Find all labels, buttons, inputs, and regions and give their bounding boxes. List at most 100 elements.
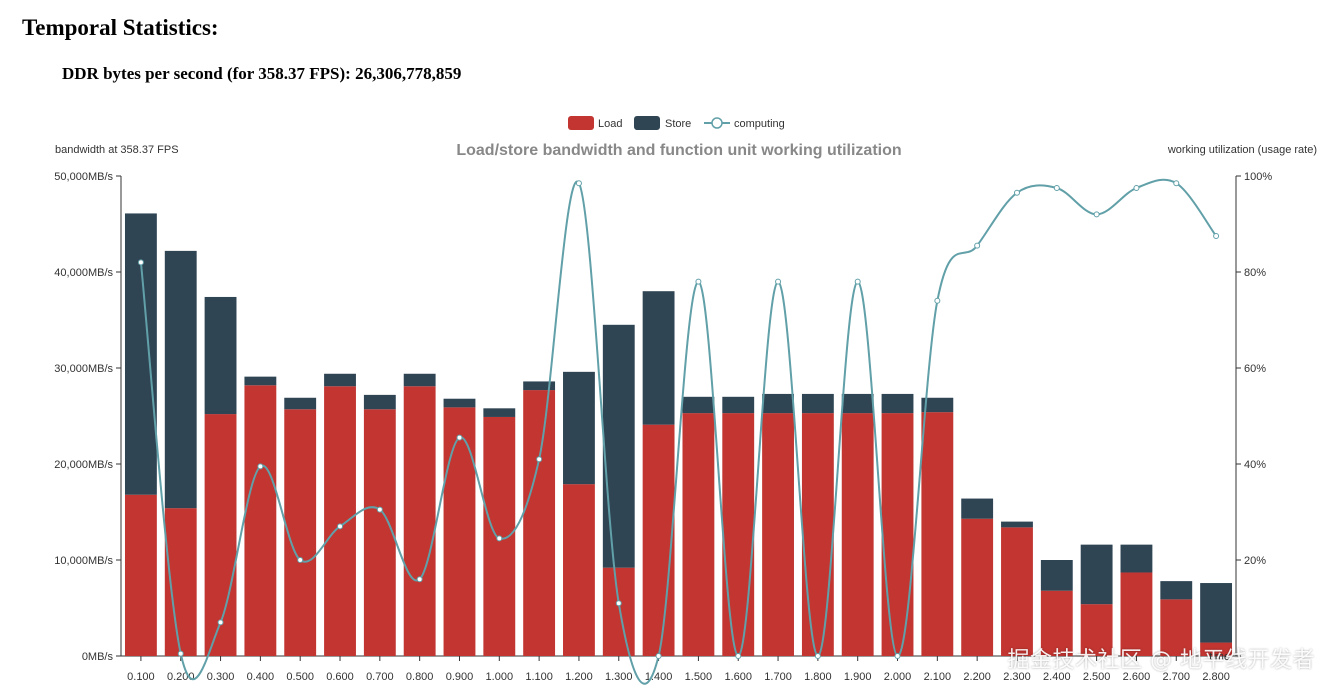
load-bar (961, 518, 994, 656)
load-bar (682, 413, 715, 656)
x-axis-tick-label: 1.000 (486, 671, 514, 683)
legend-load-swatch[interactable] (568, 116, 594, 130)
computing-point (177, 650, 184, 657)
computing-point (1013, 189, 1020, 196)
store-bar (563, 371, 595, 485)
left-axis-tick-label: 40,000MB/s (54, 267, 113, 279)
x-axis-tick-label: 2.500 (1083, 671, 1111, 683)
right-axis-tick-label: 20% (1244, 555, 1266, 567)
computing-point (655, 653, 662, 659)
x-axis-tick-label: 2.600 (1123, 671, 1151, 683)
load-bar (443, 407, 476, 656)
load-bar (1040, 590, 1073, 656)
load-bar (1080, 604, 1113, 656)
computing-point (575, 180, 582, 187)
left-axis-tick-label: 10,000MB/s (54, 555, 113, 567)
store-bar (324, 373, 356, 387)
store-bar (1120, 544, 1153, 573)
load-bar (403, 386, 436, 656)
computing-point (1173, 180, 1180, 187)
left-axis-tick-label: 30,000MB/s (54, 363, 113, 375)
store-bar (921, 397, 954, 413)
store-bar (443, 398, 476, 408)
x-axis-tick-label: 2.100 (924, 671, 952, 683)
load-bar (204, 414, 237, 656)
legend-store-swatch[interactable] (634, 116, 660, 130)
load-bar (124, 494, 157, 656)
left-axis-tick-label: 0MB/s (82, 651, 114, 663)
load-bar (1200, 642, 1233, 656)
x-axis-title: time (1209, 651, 1230, 663)
x-axis-tick-label: 0.500 (286, 671, 314, 683)
computing-point (695, 278, 702, 285)
right-axis-tick-label: 40% (1244, 459, 1266, 471)
store-bar (403, 373, 436, 387)
x-axis-tick-label: 1.600 (724, 671, 752, 683)
watermark-text: 掘金技术社区 @ 地平线开发者 (1007, 648, 1315, 673)
computing-point (1093, 211, 1100, 218)
load-bar (642, 424, 675, 656)
legend-load-label[interactable]: Load (598, 118, 622, 130)
x-axis-tick-label: 0.700 (366, 671, 394, 683)
load-bar (881, 413, 914, 656)
store-bar (284, 397, 317, 410)
store-bar (1040, 560, 1073, 591)
x-axis-tick-label: 1.800 (804, 671, 832, 683)
left-axis-title: bandwidth at 358.37 FPS (55, 144, 179, 156)
legend-computing-label[interactable]: computing (734, 118, 785, 130)
computing-point (257, 463, 264, 470)
computing-point (615, 600, 622, 607)
load-bar (841, 413, 874, 656)
load-bar (1160, 599, 1193, 656)
legend-store-label[interactable]: Store (665, 118, 691, 130)
computing-point (1213, 233, 1220, 239)
store-bar (961, 498, 994, 519)
x-axis-tick-label: 1.100 (525, 671, 553, 683)
chart-title: Load/store bandwidth and function unit w… (456, 142, 901, 159)
store-bar (762, 393, 794, 414)
x-axis-tick-label: 1.400 (645, 671, 673, 683)
load-bar (602, 567, 635, 656)
x-axis-tick-label: 2.300 (1003, 671, 1031, 683)
store-bar (841, 393, 874, 414)
load-bar (921, 412, 954, 656)
computing-point (217, 619, 224, 626)
load-bar (722, 413, 755, 656)
computing-point (974, 242, 981, 249)
ddr-bytes-summary: DDR bytes per second (for 358.37 FPS): 2… (62, 64, 462, 83)
x-axis-tick-label: 2.700 (1163, 671, 1191, 683)
computing-point (1133, 185, 1140, 191)
computing-point (536, 456, 543, 463)
load-bar (244, 385, 277, 656)
store-bar (1001, 521, 1033, 528)
x-axis-tick-label: 0.900 (446, 671, 474, 683)
store-bar (523, 381, 556, 391)
x-axis-tick-label: 2.800 (1202, 671, 1230, 683)
computing-point (137, 259, 144, 266)
computing-point (814, 653, 821, 659)
store-bar (801, 393, 834, 414)
store-bar (124, 213, 157, 495)
x-axis-tick-label: 0.300 (207, 671, 235, 683)
store-bar (204, 296, 237, 415)
store-bar (642, 291, 675, 425)
x-axis-tick-label: 1.700 (764, 671, 792, 683)
computing-point (376, 506, 383, 513)
load-bar (563, 484, 595, 656)
store-bar (1080, 544, 1113, 605)
x-axis-tick-label: 2.400 (1043, 671, 1071, 683)
computing-point (456, 434, 463, 441)
load-bar (801, 413, 834, 656)
x-axis-tick-label: 0.400 (247, 671, 275, 683)
load-bar (762, 413, 794, 656)
load-bar (1001, 527, 1033, 656)
legend-computing-marker[interactable] (711, 117, 723, 129)
load-bar (363, 409, 396, 656)
x-axis-tick-label: 0.800 (406, 671, 434, 683)
computing-point (775, 278, 782, 285)
computing-point (416, 576, 423, 583)
chart-legend[interactable]: Load Store computing (568, 116, 785, 130)
right-axis-tick-label: 100% (1244, 171, 1272, 183)
x-axis-tick-label: 2.000 (884, 671, 912, 683)
